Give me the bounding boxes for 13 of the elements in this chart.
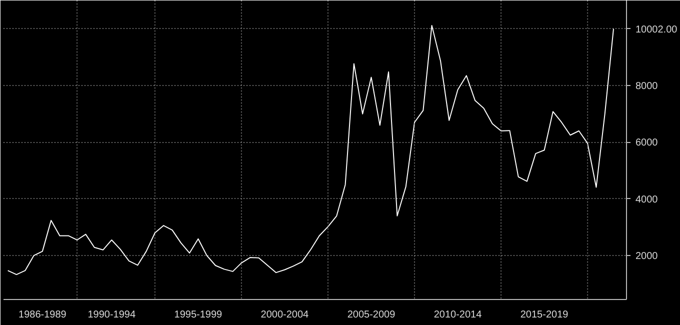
line-series <box>7 24 614 276</box>
y-tick-label: 4000 <box>636 194 658 206</box>
x-tick-label: 2010-2014 <box>434 310 482 320</box>
x-tick-label: 2000-2004 <box>260 310 310 320</box>
y-tick-label: 8000 <box>636 81 658 92</box>
y-tick-label: 10002.00 <box>636 24 678 36</box>
y-tick-label: 6000 <box>636 138 658 149</box>
x-tick-label: 1986-1989 <box>18 310 67 320</box>
y-tick-label: 2000 <box>636 251 658 262</box>
x-tick-label: 1995-1999 <box>174 310 223 320</box>
x-tick-label: 1990-1994 <box>88 310 136 320</box>
x-tick-label: 2015-2019 <box>520 310 569 320</box>
x-tick-label: 2005-2009 <box>347 310 396 320</box>
